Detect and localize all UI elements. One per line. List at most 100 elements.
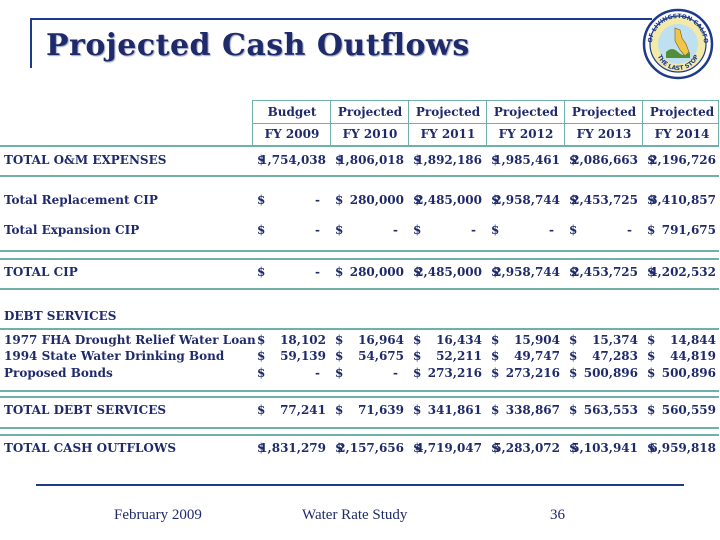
row-separator	[0, 258, 719, 260]
table-cell: $ -	[488, 223, 564, 239]
cell-value: 1,831,279	[259, 441, 326, 455]
table-cell: $6,959,818	[644, 441, 720, 457]
row-label: 1977 FHA Drought Relief Water Loan	[4, 333, 256, 347]
currency-symbol: $	[257, 223, 266, 237]
currency-symbol: $	[257, 153, 266, 167]
cell-value: -	[393, 366, 398, 380]
cell-value: 1,985,461	[493, 153, 560, 167]
cell-value: -	[315, 223, 320, 237]
cell-value: 18,102	[280, 333, 326, 347]
currency-symbol: $	[569, 441, 578, 455]
cell-value: 59,139	[280, 349, 326, 363]
table-cell: $280,000	[332, 193, 408, 209]
currency-symbol: $	[491, 366, 500, 380]
column-header-top: Projected	[571, 105, 637, 119]
cell-value: 52,211	[436, 349, 482, 363]
currency-symbol: $	[413, 193, 422, 207]
table-cell: $2,157,656	[332, 441, 408, 457]
table-cell: $4,719,047	[410, 441, 486, 457]
cell-value: 71,639	[358, 403, 404, 417]
table-cell: $15,374	[566, 333, 642, 349]
cell-value: 341,861	[427, 403, 482, 417]
currency-symbol: $	[647, 223, 656, 237]
currency-symbol: $	[491, 265, 500, 279]
currency-symbol: $	[647, 153, 656, 167]
table-cell: $15,904	[488, 333, 564, 349]
cell-value: 563,553	[583, 403, 638, 417]
currency-symbol: $	[569, 349, 578, 363]
currency-symbol: $	[491, 223, 500, 237]
table-cell: $1,985,461	[488, 153, 564, 169]
column-header-year: FY 2011	[420, 127, 476, 141]
column-header-top: Projected	[493, 105, 559, 119]
cell-value: 2,086,663	[571, 153, 638, 167]
cell-value: -	[315, 265, 320, 279]
table-cell: $ -	[254, 193, 330, 209]
table-cell: $2,485,000	[410, 193, 486, 209]
table-cell: $3,410,857	[644, 193, 720, 209]
currency-symbol: $	[569, 153, 578, 167]
cell-value: 273,216	[427, 366, 482, 380]
table-cell: $1,892,186	[410, 153, 486, 169]
table-cell: $2,485,000	[410, 265, 486, 281]
currency-symbol: $	[413, 333, 422, 347]
cell-value: 15,904	[514, 333, 560, 347]
column-header-year: FY 2012	[498, 127, 554, 141]
cell-value: 2,453,725	[571, 193, 638, 207]
table-cell: $16,964	[332, 333, 408, 349]
table-cell: $16,434	[410, 333, 486, 349]
cell-value: 77,241	[280, 403, 326, 417]
currency-symbol: $	[647, 349, 656, 363]
header-top-rule	[252, 100, 719, 101]
cell-value: 560,559	[661, 403, 716, 417]
table-cell: $2,453,725	[566, 193, 642, 209]
header-mid-rule	[252, 123, 719, 124]
table-cell: $ -	[254, 265, 330, 281]
cell-value: -	[315, 366, 320, 380]
cell-value: 280,000	[349, 265, 404, 279]
table-cell: $1,806,018	[332, 153, 408, 169]
table-cell: $ -	[254, 366, 330, 382]
currency-symbol: $	[335, 153, 344, 167]
cell-value: 1,806,018	[337, 153, 404, 167]
row-separator	[0, 427, 719, 429]
currency-symbol: $	[647, 193, 656, 207]
cell-value: 2,453,725	[571, 265, 638, 279]
row-label: 1994 State Water Drinking Bond	[4, 349, 225, 363]
currency-symbol: $	[491, 333, 500, 347]
cell-value: 1,892,186	[415, 153, 482, 167]
page-number: 36	[550, 507, 565, 523]
cell-value: -	[549, 223, 554, 237]
currency-symbol: $	[257, 403, 266, 417]
header-bottom-rule	[0, 145, 719, 147]
currency-symbol: $	[491, 441, 500, 455]
currency-symbol: $	[335, 366, 344, 380]
table-cell: $54,675	[332, 349, 408, 365]
cell-value: 49,747	[514, 349, 560, 363]
table-cell: $49,747	[488, 349, 564, 365]
table-cell: $560,559	[644, 403, 720, 419]
cell-value: 2,485,000	[415, 265, 482, 279]
currency-symbol: $	[647, 333, 656, 347]
currency-symbol: $	[569, 333, 578, 347]
table-cell: $563,553	[566, 403, 642, 419]
table-cell: $59,139	[254, 349, 330, 365]
cell-value: -	[471, 223, 476, 237]
table-cell: $2,958,744	[488, 193, 564, 209]
currency-symbol: $	[413, 366, 422, 380]
currency-symbol: $	[257, 366, 266, 380]
column-header-year: FY 2009	[264, 127, 320, 141]
row-separator	[0, 396, 719, 398]
currency-symbol: $	[257, 265, 266, 279]
table-cell: $5,283,072	[488, 441, 564, 457]
table-cell: $273,216	[488, 366, 564, 382]
cell-value: 2,196,726	[649, 153, 716, 167]
currency-symbol: $	[647, 441, 656, 455]
table-cell: $338,867	[488, 403, 564, 419]
cell-value: 44,819	[670, 349, 716, 363]
currency-symbol: $	[413, 223, 422, 237]
currency-symbol: $	[413, 153, 422, 167]
cell-value: 14,844	[670, 333, 716, 347]
row-label: Total Expansion CIP	[4, 223, 140, 237]
column-header-year: FY 2014	[654, 127, 710, 141]
